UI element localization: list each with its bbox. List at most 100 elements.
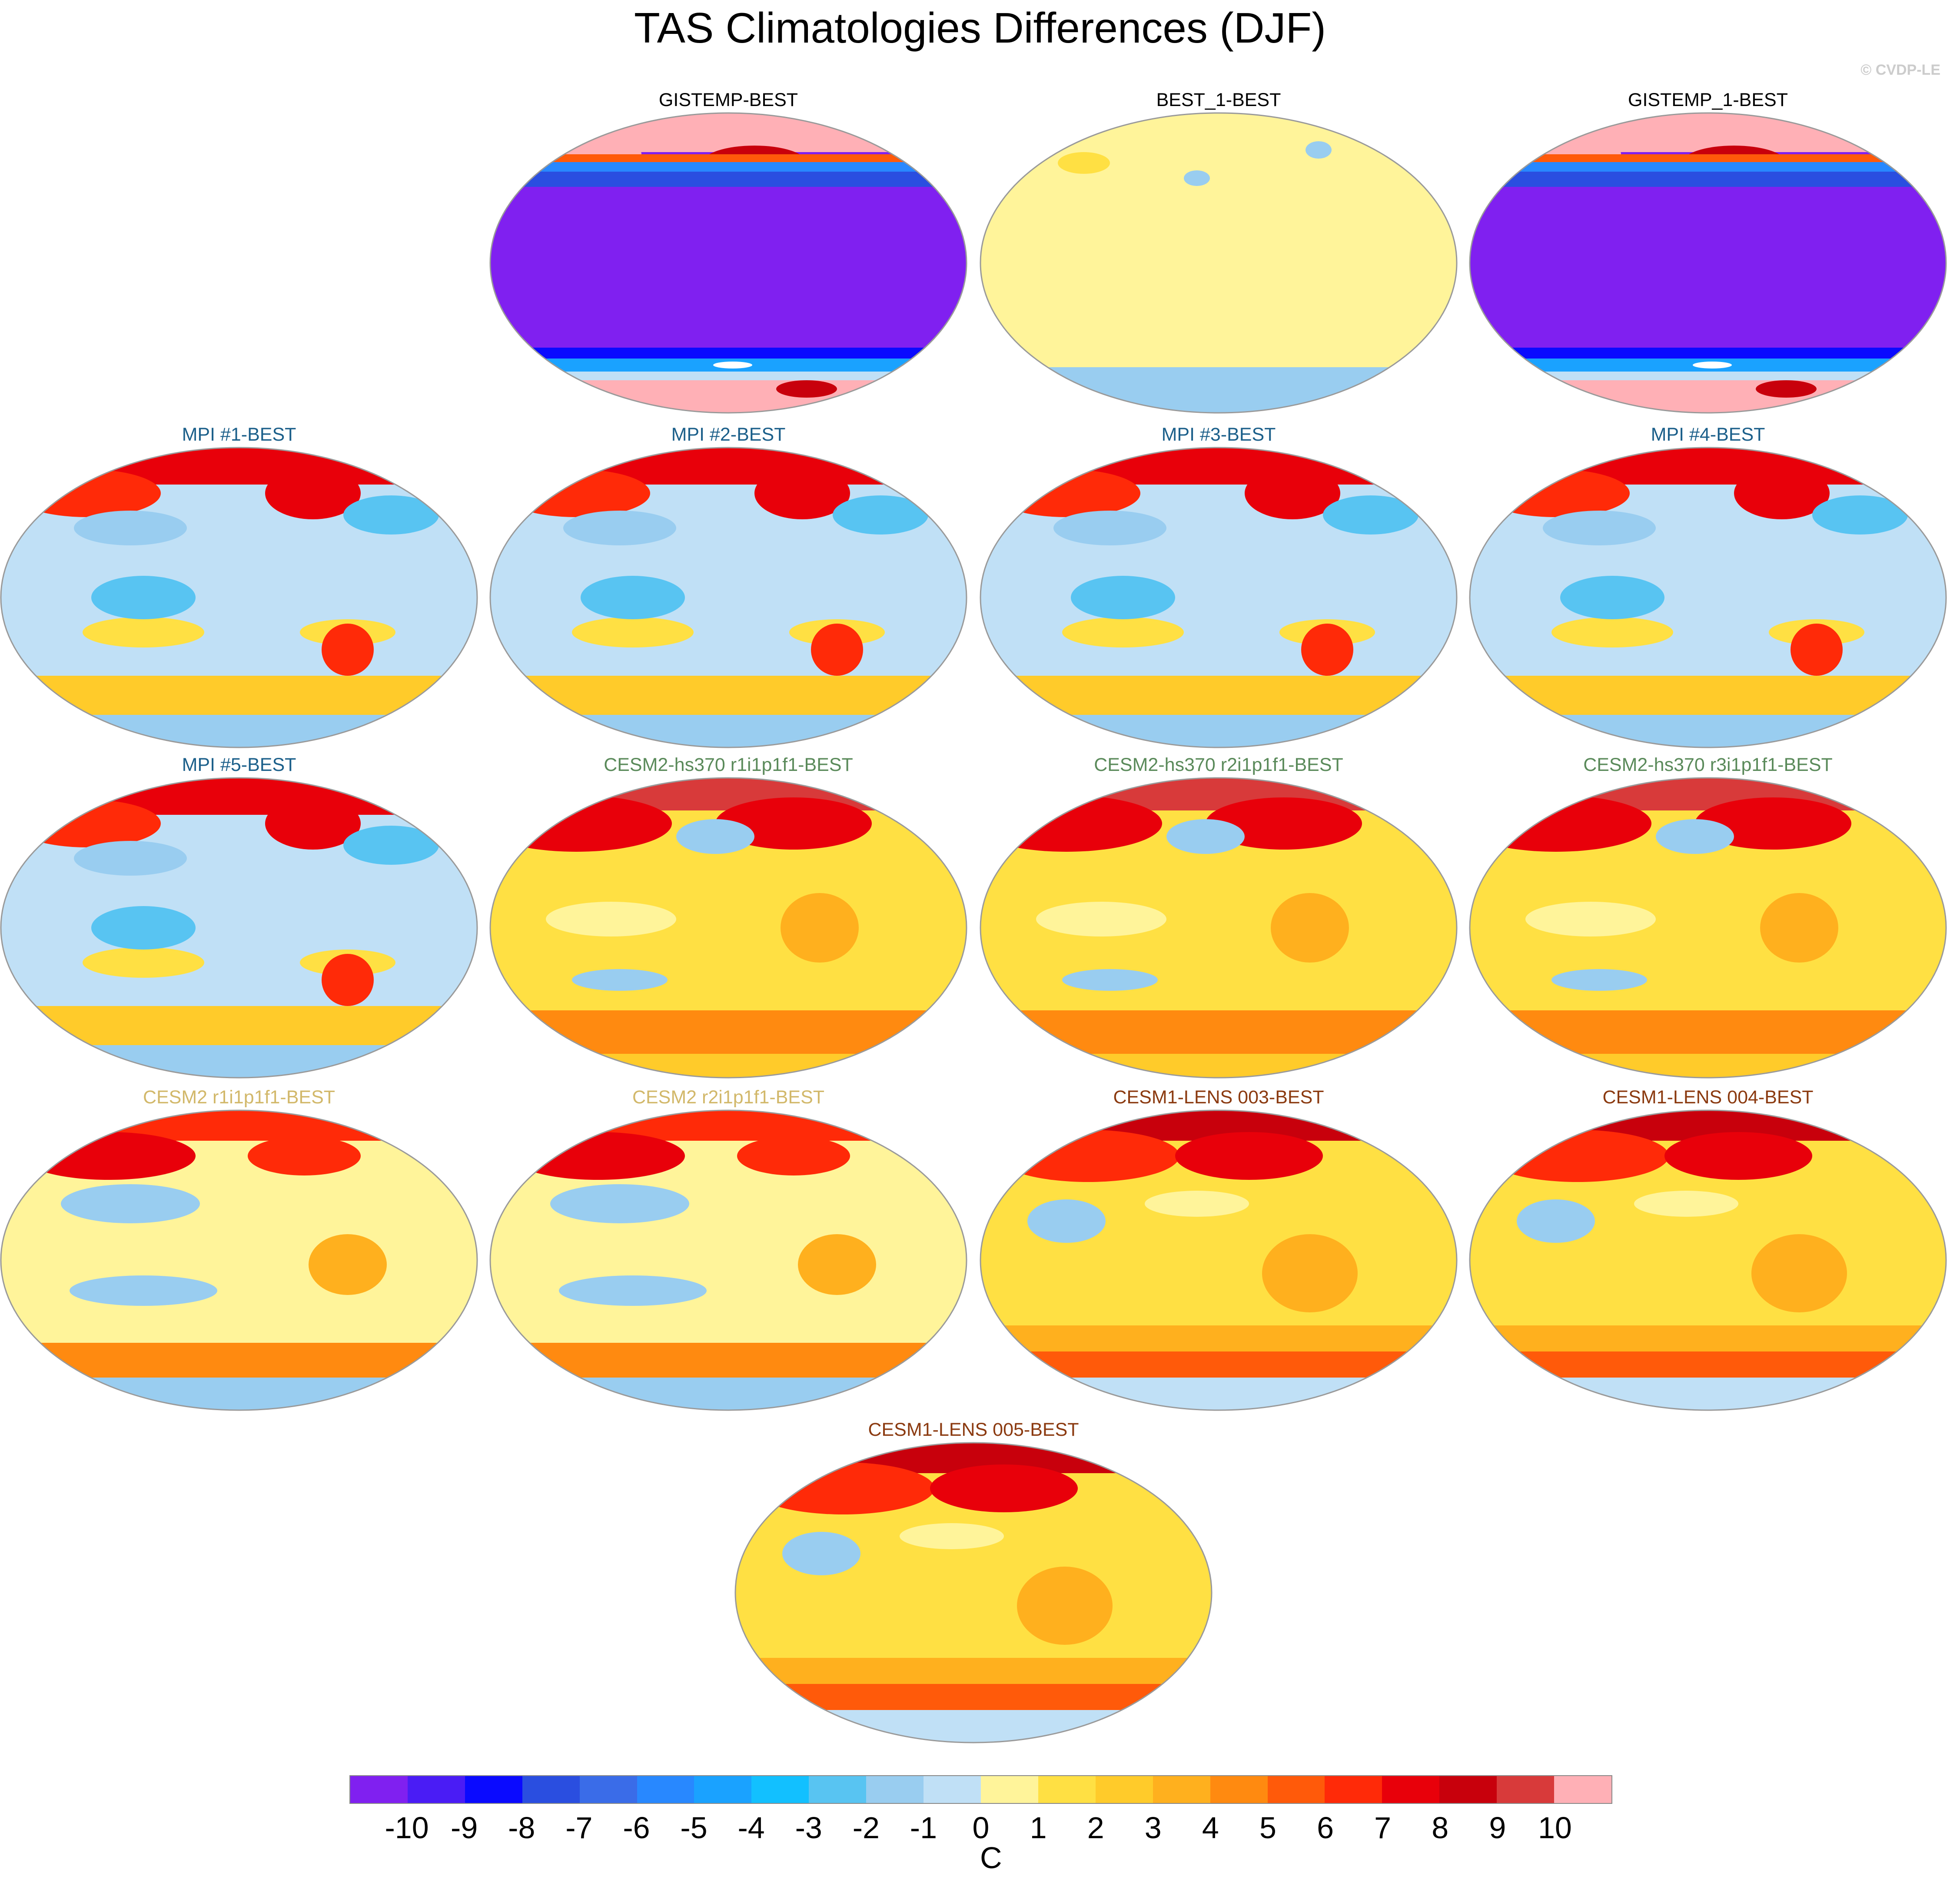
field-blob: [502, 469, 650, 517]
field-southern-band: [1, 1343, 477, 1378]
globe-outline: [1469, 1109, 1947, 1411]
field-blob: [1693, 362, 1732, 369]
colorbar-tick-label: 0: [972, 1811, 990, 1845]
panel-title: MPI #2-BEST: [671, 424, 786, 445]
field-blob: [1271, 893, 1349, 963]
panel-title: GISTEMP_1-BEST: [1628, 90, 1788, 110]
colorbar-tick-label: 9: [1489, 1811, 1506, 1845]
field-blob: [1751, 1234, 1847, 1312]
globe-map: [980, 1109, 1458, 1411]
field-southern-band: [1470, 1325, 1946, 1351]
field-blob: [798, 1234, 876, 1295]
field-blob: [1664, 1132, 1812, 1180]
globe-outline: [1469, 447, 1947, 748]
field-blob: [511, 1132, 685, 1180]
field-arctic-band: [490, 1110, 967, 1141]
field-antarctic-band: [1470, 715, 1946, 747]
panel-title: CESM1-LENS 004-BEST: [1602, 1087, 1814, 1108]
map-panel: CESM1-LENS 004-BEST: [1469, 1086, 1947, 1417]
field-blob: [581, 576, 685, 619]
field-southern-band: [1470, 1351, 1946, 1378]
field-arctic-band: [980, 448, 1457, 485]
field-antarctic-band: [490, 1378, 967, 1410]
field-blob: [676, 819, 754, 854]
field-antarctic-band: [980, 1054, 1457, 1078]
colorbar-swatch: [1267, 1776, 1325, 1803]
field-blob: [265, 797, 361, 850]
globe-outline: [734, 1442, 1213, 1743]
map-panel: CESM2-hs370 r2i1p1f1-BEST: [980, 754, 1458, 1084]
field-blob: [572, 617, 694, 647]
temperature-difference-field: [1, 778, 477, 1078]
field-southern-band: [1, 676, 477, 715]
field-blob: [900, 1523, 1004, 1549]
colorbar-swatch: [579, 1776, 637, 1803]
field-blob: [1071, 576, 1175, 619]
field-blob: [1734, 467, 1830, 519]
panel-title: GISTEMP-BEST: [658, 90, 798, 110]
field-blob: [980, 795, 1162, 852]
colorbar-tick-label: -3: [795, 1811, 822, 1845]
panel-title: CESM2-hs370 r3i1p1f1-BEST: [1583, 754, 1833, 775]
field-edge-band: [490, 154, 967, 162]
globe-outline: [0, 777, 478, 1079]
panel-title: MPI #1-BEST: [182, 424, 296, 445]
globe-outline: [489, 777, 967, 1079]
globe-outline: [489, 112, 967, 414]
field-southern-band: [735, 1658, 1212, 1684]
field-blob: [74, 841, 187, 876]
field-antarctic-band: [1, 1045, 477, 1078]
field-blob: [572, 969, 668, 991]
field-blob: [343, 495, 439, 535]
field-blob: [265, 467, 361, 519]
globe-outline: [1469, 112, 1947, 414]
field-arctic-band: [490, 113, 967, 152]
field-antarctic-band: [490, 715, 967, 747]
field-blob: [1145, 1191, 1249, 1217]
field-edge-band: [1470, 172, 1946, 187]
field-blob: [1517, 1199, 1595, 1243]
colorbar-tick-label: 6: [1317, 1811, 1334, 1845]
panel-title: CESM1-LENS 003-BEST: [1113, 1087, 1324, 1108]
colorbar-swatch: [1095, 1776, 1153, 1803]
field-blob: [1756, 380, 1817, 398]
colorbar-swatch: [1038, 1776, 1096, 1803]
map-panel: MPI #2-BEST: [489, 424, 967, 754]
field-blob: [776, 380, 837, 398]
field-blob: [343, 826, 439, 865]
field-blob: [1323, 495, 1419, 535]
field-blob: [782, 1532, 860, 1575]
colorbar-swatch: [637, 1776, 694, 1803]
field-southern-band: [980, 676, 1457, 715]
map-panel: CESM1-LENS 003-BEST: [980, 1086, 1458, 1417]
field-blob: [74, 511, 187, 545]
colorbar-tick-label: 2: [1087, 1811, 1104, 1845]
colorbar-tick-label: -8: [508, 1811, 535, 1845]
field-blob: [833, 495, 928, 535]
field-blob: [563, 511, 676, 545]
colorbar-swatch: [1210, 1776, 1268, 1803]
colorbar-units: C: [980, 1841, 1002, 1875]
field-blob: [1058, 152, 1110, 174]
globe-map: [980, 447, 1458, 748]
field-antarctic-band: [980, 715, 1457, 747]
field-blob: [91, 906, 196, 950]
globe-outline: [0, 447, 478, 748]
field-edge-band: [1470, 372, 1946, 380]
globe-map: [1469, 777, 1947, 1079]
field-blob: [811, 624, 863, 676]
colorbar-tick-label: -10: [385, 1811, 429, 1845]
colorbar-tick-label: -1: [910, 1811, 937, 1845]
field-blob: [754, 467, 850, 519]
colorbar-tick-label: 1: [1030, 1811, 1047, 1845]
watermark: © CVDP-LE: [1860, 62, 1940, 78]
field-southern-band: [980, 1010, 1457, 1054]
colorbar-tick-label: 3: [1144, 1811, 1162, 1845]
map-panel: BEST_1-BEST: [980, 89, 1458, 419]
colorbar-swatch: [1554, 1776, 1611, 1803]
field-blob: [1166, 819, 1245, 854]
field-antarctic-band: [735, 1710, 1212, 1743]
globe-map: [980, 777, 1458, 1079]
field-blob: [781, 893, 859, 963]
panel-title: MPI #3-BEST: [1161, 424, 1276, 445]
